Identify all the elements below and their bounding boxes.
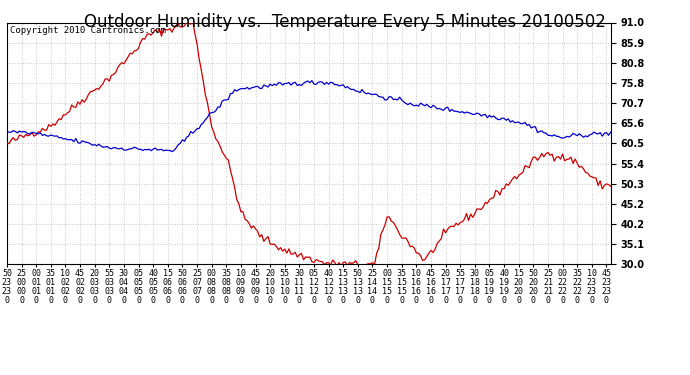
- Text: Outdoor Humidity vs.  Temperature Every 5 Minutes 20100502: Outdoor Humidity vs. Temperature Every 5…: [84, 13, 606, 31]
- Text: Copyright 2010 Cartronics.com: Copyright 2010 Cartronics.com: [10, 26, 166, 35]
